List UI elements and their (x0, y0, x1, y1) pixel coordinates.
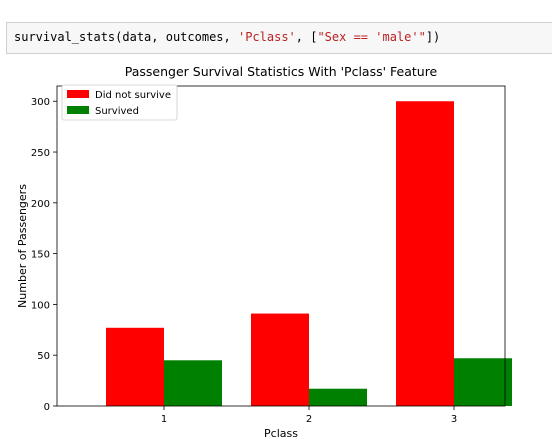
legend-swatch (67, 90, 89, 98)
bar-chart: Passenger Survival Statistics With 'Pcla… (16, 64, 512, 440)
y-axis-label: Number of Passengers (16, 184, 29, 308)
legend-label: Survived (95, 106, 139, 117)
y-tick-label: 200 (31, 199, 50, 210)
y-tick-label: 100 (31, 300, 50, 311)
axes-layer: 0 50 100 150 200 250 300 1 2 3 (31, 85, 506, 425)
legend-swatch (67, 106, 89, 114)
code-end: ]) (425, 30, 441, 44)
plot-frame (56, 85, 506, 407)
y-tick-label: 50 (37, 351, 50, 362)
x-tick-label: 2 (306, 414, 312, 425)
bar-survived-pclass-3 (454, 358, 512, 406)
legend-label: Did not survive (95, 90, 171, 101)
y-tick-label: 300 (31, 97, 50, 108)
x-tick-label: 3 (451, 414, 457, 425)
y-tick-label: 0 (44, 402, 50, 413)
x-tick-label: 1 (161, 414, 167, 425)
legend: Did not survive Survived (61, 84, 178, 121)
bar-survived-pclass-1 (164, 360, 222, 406)
bar-did-not-survive-pclass-2 (251, 313, 309, 406)
legend-box (61, 84, 178, 121)
y-tick-label: 250 (31, 148, 50, 159)
code-cell[interactable]: survival_stats(data, outcomes, 'Pclass',… (6, 22, 552, 54)
code-separator: , [ (295, 30, 318, 44)
chart-title: Passenger Survival Statistics With 'Pcla… (125, 64, 438, 79)
y-tick-label: 150 (31, 250, 50, 261)
code-filter-string: "Sex == 'male'" (317, 30, 426, 44)
x-axis-label: Pclass (264, 427, 298, 440)
bar-survived-pclass-2 (309, 388, 367, 406)
bar-did-not-survive-pclass-1 (106, 327, 164, 406)
code-arg-string: 'Pclass' (237, 30, 296, 44)
bars-layer (106, 101, 512, 406)
bar-did-not-survive-pclass-3 (396, 101, 454, 406)
code-func: survival_stats(data, outcomes, (14, 30, 238, 44)
code-line: survival_stats(data, outcomes, 'Pclass',… (14, 30, 440, 44)
